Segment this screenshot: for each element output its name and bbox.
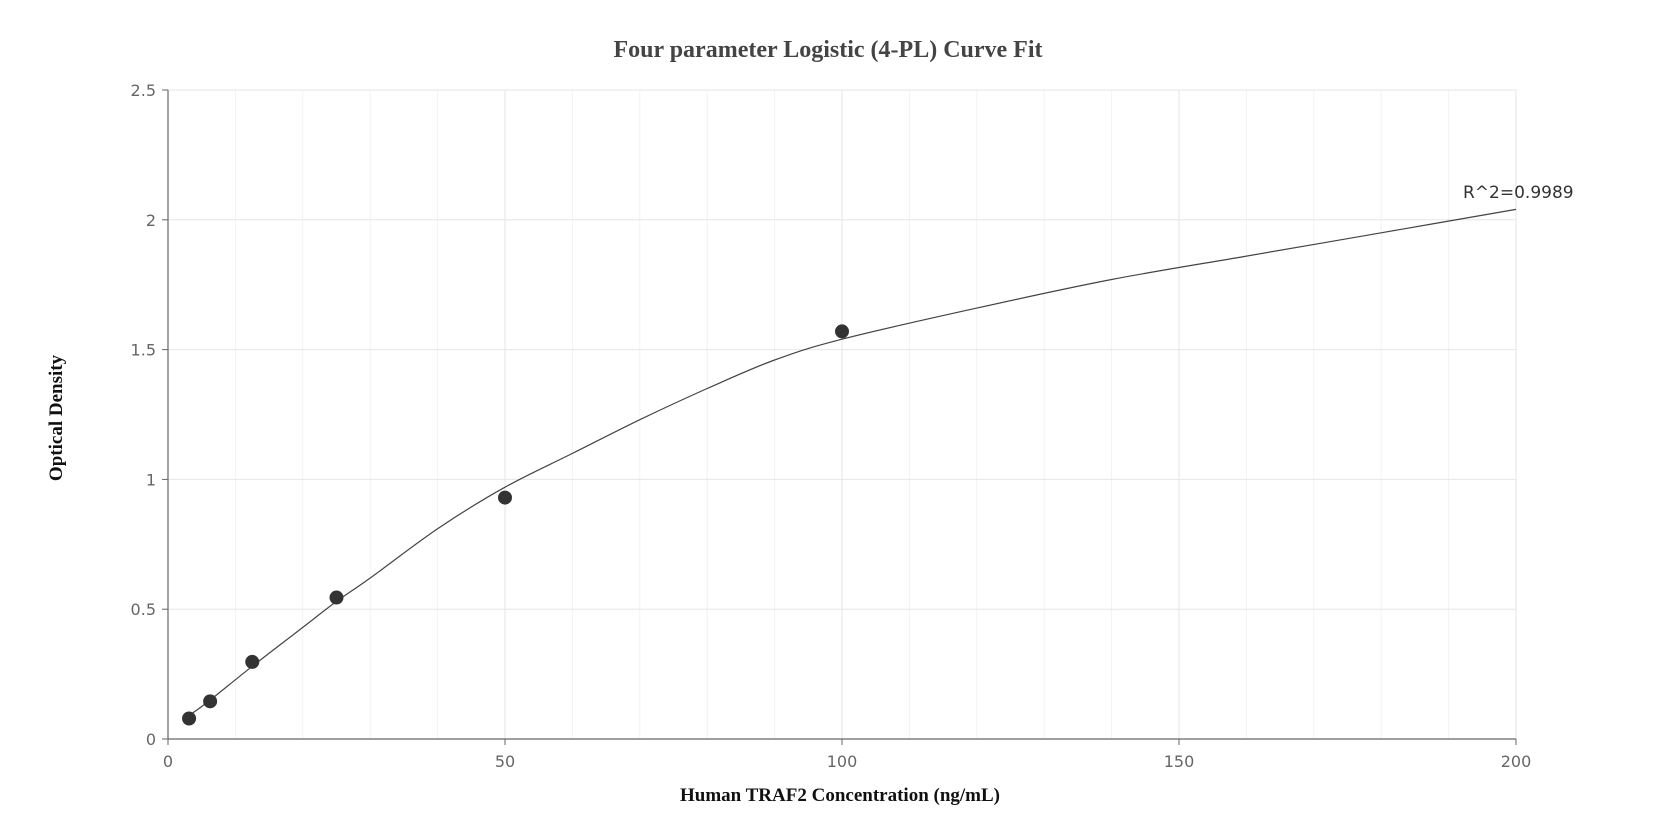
r-squared-annotation: R^2=0.9989 [1463,183,1574,203]
y-tick-label: 2.5 [131,81,156,100]
data-point [835,324,849,339]
y-axis-title: Optical Density [46,354,67,481]
data-point [329,590,344,605]
data-point [203,694,218,709]
y-tick-label: 1 [146,470,156,489]
grid [168,89,1517,739]
chart-title: Four parameter Logistic (4-PL) Curve Fit [613,37,1042,63]
x-tick-label: 150 [1164,752,1195,771]
fit-curve [188,208,1517,717]
x-tick-label: 0 [163,752,173,771]
y-tick-label: 2 [146,211,156,230]
x-tick-label: 200 [1501,752,1532,771]
x-tick-label: 50 [495,752,515,771]
tick-labels: 0 0.5 1 1.5 2 2.5 0 50 100 150 200 [131,81,1532,771]
y-tick-label: 0.5 [131,600,156,619]
y-tick-label: 1.5 [131,341,156,360]
data-point [182,711,197,726]
x-tick-label: 100 [827,752,858,771]
data-point [498,490,512,505]
x-axis-title: Human TRAF2 Concentration (ng/mL) [680,785,1000,806]
axes [162,89,1517,745]
data-points [182,324,849,726]
data-point [245,654,260,669]
y-tick-label: 0 [146,730,156,749]
